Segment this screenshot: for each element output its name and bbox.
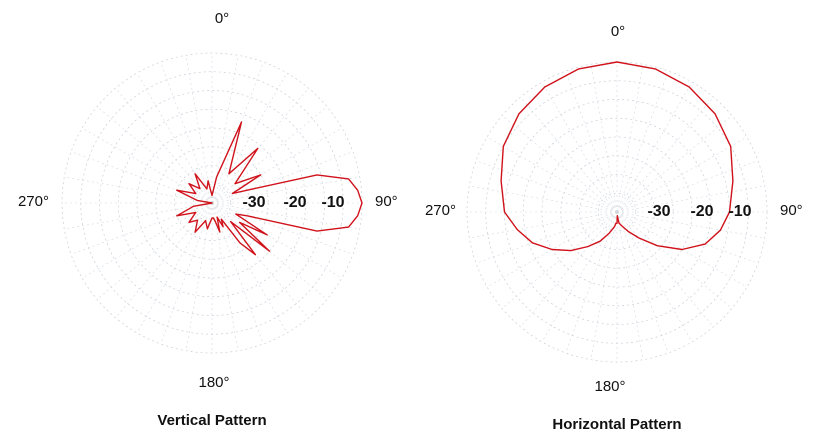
grid-spoke (81, 127, 213, 204)
grid-spoke (185, 55, 213, 204)
grid-spoke (211, 202, 264, 345)
grid-spoke (616, 211, 644, 360)
vertical-angle-label-180: 180° (198, 374, 229, 391)
grid-spoke (211, 61, 264, 204)
grid-spoke (616, 96, 714, 213)
horizontal-ring-label-minus10: -10 (728, 203, 751, 220)
grid-spoke (520, 211, 618, 328)
grid-spoke (469, 211, 618, 239)
grid-ring (597, 192, 637, 232)
grid-spoke (211, 176, 360, 204)
grid-spoke (616, 160, 759, 213)
grid-spoke (70, 202, 213, 255)
horizontal-angle-label-180: 180° (594, 378, 625, 395)
grid-spoke (616, 81, 693, 213)
grid-spoke (590, 64, 618, 213)
grid-ring (522, 117, 712, 307)
grid-spoke (590, 211, 618, 360)
grid-spoke (486, 136, 618, 213)
grid-spoke (81, 202, 213, 279)
grid-spoke (211, 151, 354, 204)
vertical-angle-label-90: 90° (375, 193, 398, 210)
grid-ring (579, 174, 655, 250)
vertical-pattern-trace (176, 121, 363, 256)
vertical-ring-label-minus10: -10 (321, 194, 344, 211)
horizontal-pattern-trace (500, 61, 734, 252)
grid-spoke (541, 211, 618, 343)
grid-spoke (616, 211, 765, 239)
vertical-pattern-title: Vertical Pattern (157, 412, 266, 429)
grid-spoke (616, 211, 669, 354)
horizontal-pattern-grid (466, 61, 768, 363)
grid-spoke (115, 87, 213, 204)
grid-spoke (211, 202, 354, 255)
vertical-pattern-chart: 0° 90° 180° 270° -30 -20 -10 Vertical Pa… (18, 10, 398, 429)
grid-spoke (211, 202, 288, 334)
vertical-ring-label-minus30: -30 (242, 194, 265, 211)
grid-spoke (211, 202, 360, 230)
horizontal-angle-label-0: 0° (611, 23, 625, 40)
vertical-angle-label-270: 270° (18, 193, 49, 210)
horizontal-ring-label-minus30: -30 (647, 203, 670, 220)
grid-spoke (616, 211, 693, 343)
grid-spoke (70, 151, 213, 204)
grid-spoke (469, 185, 618, 213)
grid-spoke (64, 202, 213, 230)
grid-spoke (211, 202, 239, 351)
grid-spoke (211, 87, 309, 204)
horizontal-angle-label-90: 90° (780, 202, 803, 219)
grid-spoke (96, 202, 213, 300)
grid-spoke (616, 70, 669, 213)
grid-spoke (115, 202, 213, 319)
grid-spoke (616, 211, 733, 309)
grid-spoke (64, 176, 213, 204)
grid-spoke (211, 202, 309, 319)
grid-spoke (616, 185, 765, 213)
grid-spoke (96, 106, 213, 204)
grid-spoke (211, 127, 343, 204)
horizontal-pattern-chart: 0° 90° 180° 270° -30 -20 -10 Horizontal … (425, 23, 803, 433)
grid-spoke (616, 211, 759, 264)
vertical-angle-label-0: 0° (215, 10, 229, 27)
grid-spoke (501, 211, 618, 309)
grid-ring (174, 165, 250, 241)
grid-spoke (616, 64, 644, 213)
grid-spoke (160, 61, 213, 204)
grid-ring (192, 183, 232, 223)
horizontal-ring-label-minus20: -20 (690, 203, 713, 220)
grid-spoke (136, 202, 213, 334)
grid-spoke (211, 202, 343, 279)
grid-spoke (616, 136, 748, 213)
grid-spoke (211, 72, 288, 204)
grid-ring (117, 108, 307, 298)
grid-spoke (616, 211, 714, 328)
grid-spoke (520, 96, 618, 213)
horizontal-angle-label-270: 270° (425, 202, 456, 219)
grid-spoke (541, 81, 618, 213)
grid-spoke (565, 211, 618, 354)
grid-spoke (616, 115, 733, 213)
grid-spoke (160, 202, 213, 345)
vertical-ring-label-minus20: -20 (283, 194, 306, 211)
grid-spoke (475, 211, 618, 264)
horizontal-pattern-title: Horizontal Pattern (552, 416, 681, 433)
grid-spoke (565, 70, 618, 213)
grid-ring (99, 90, 325, 316)
grid-spoke (211, 106, 328, 204)
grid-spoke (136, 72, 213, 204)
grid-spoke (501, 115, 618, 213)
grid-spoke (475, 160, 618, 213)
